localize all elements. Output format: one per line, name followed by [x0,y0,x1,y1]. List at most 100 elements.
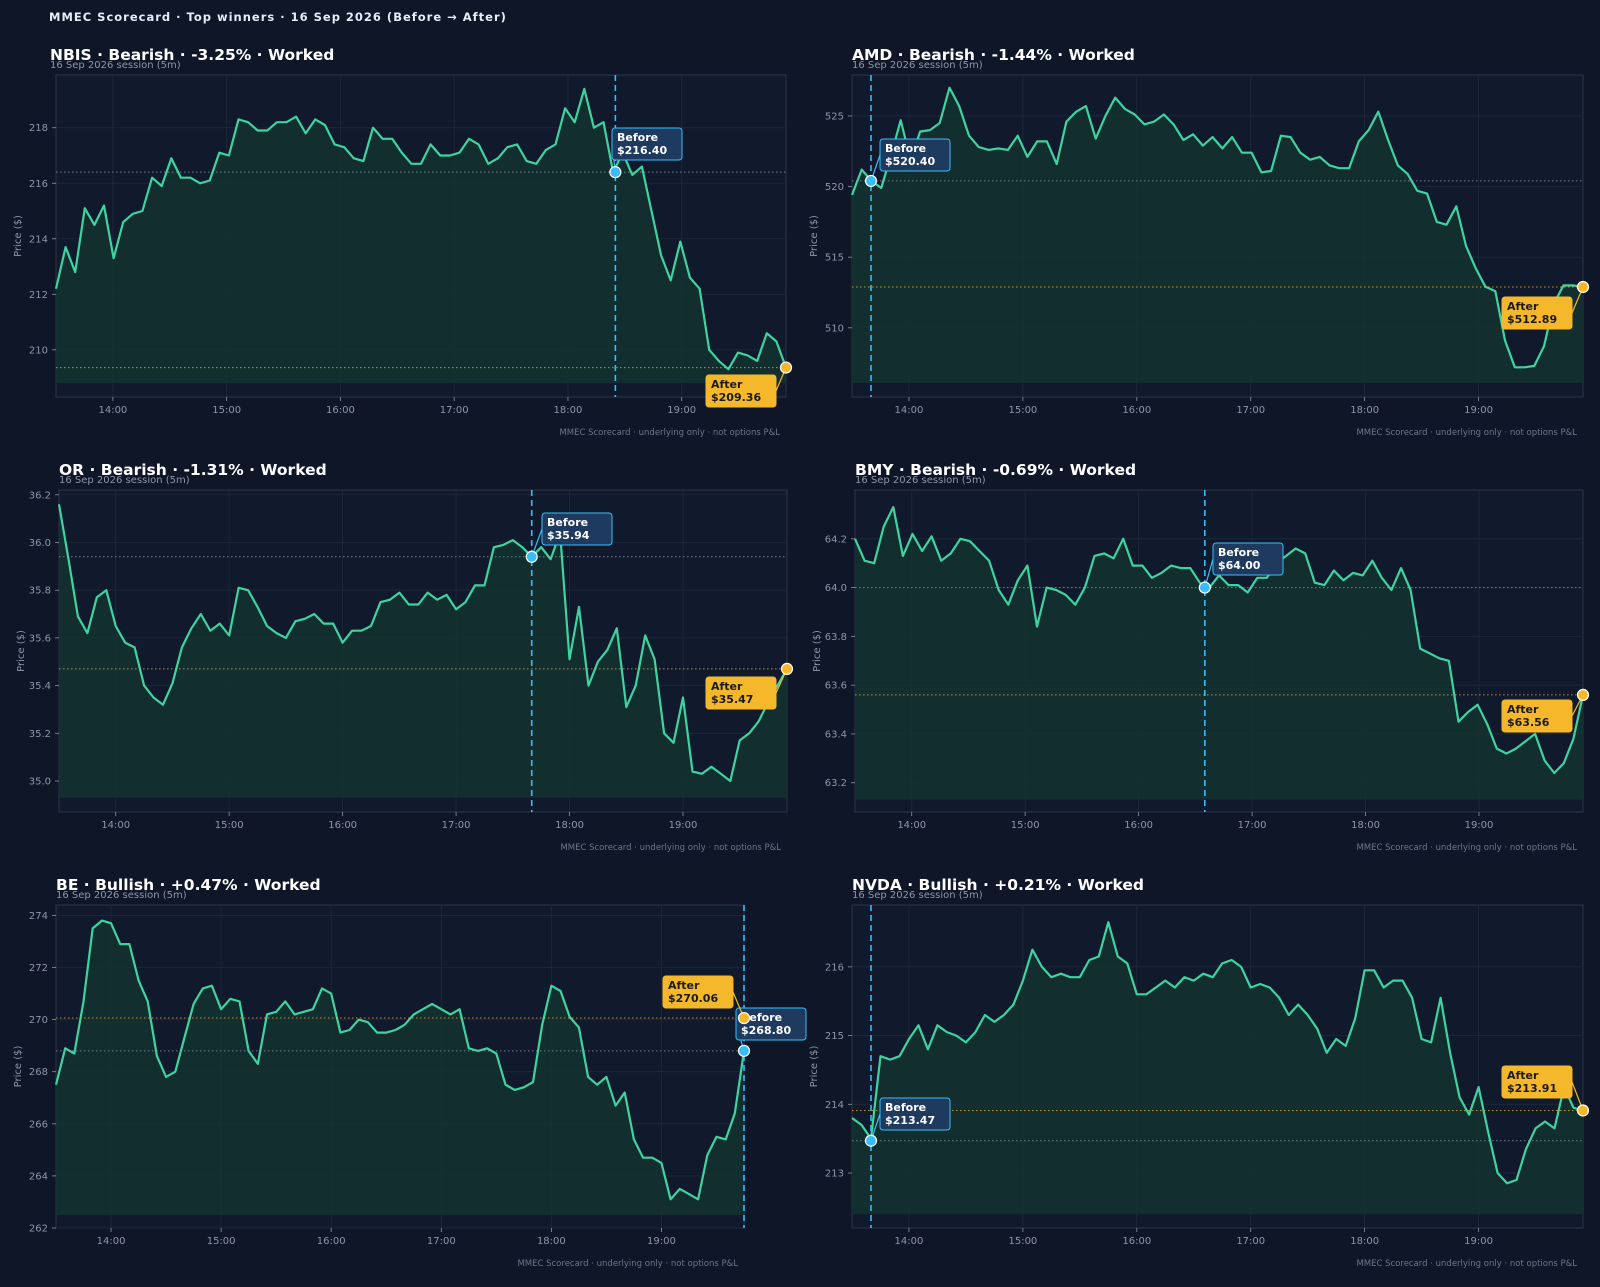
after-label-title: After [711,680,743,693]
before-annotation: Before$64.00 [1204,542,1284,588]
x-tick-label: 19:00 [1464,405,1493,416]
y-tick-label: 36.0 [29,538,51,549]
before-annotation: Before$213.47 [870,1097,951,1141]
after-label-title: After [1507,300,1539,313]
y-tick-label: 64.0 [825,583,847,594]
before-label-box [879,138,951,172]
x-tick-label: 16:00 [326,405,355,416]
price-area [59,504,787,798]
chart-footer: MMEC Scorecard · underlying only · not o… [560,843,781,853]
y-tick-label: 63.2 [825,778,847,789]
after-label-box [662,975,734,1009]
before-label-box [611,127,683,161]
price-line [850,86,1584,369]
x-tick-label: 19:00 [667,405,696,416]
x-tick-label: 14:00 [895,1236,924,1247]
before-label-value: $216.40 [617,144,667,157]
y-tick-label: 35.2 [29,729,51,740]
after-annotation: After$35.47 [705,668,788,710]
chart-subtitle: 16 Sep 2026 session (5m) [50,60,181,71]
before-label-title: Before [617,131,658,144]
after-annotation: After$270.06 [662,975,745,1019]
after-label-title: After [711,378,743,391]
x-tick-label: 18:00 [555,820,584,831]
after-marker [779,361,793,374]
price-line [57,504,788,783]
after-annotation: After$213.91 [1501,1065,1584,1111]
before-label-box [879,1097,951,1131]
before-label-box [541,512,613,546]
x-tick-label: 19:00 [1465,820,1494,831]
after-label-value: $270.06 [668,992,718,1005]
before-annotation: Before$35.94 [531,512,613,557]
x-tick-label: 14:00 [97,1236,126,1247]
after-label-box [1501,1065,1573,1099]
y-tick-label: 266 [29,1119,48,1130]
y-tick-label: 212 [29,290,48,301]
after-marker [1576,280,1590,294]
after-annotation: After$512.89 [1501,286,1584,330]
x-tick-label: 17:00 [427,1236,456,1247]
before-label-value: $64.00 [1218,559,1261,572]
y-tick-label: 210 [29,345,48,356]
before-label-title: Before [885,142,926,155]
y-tick-label: 64.2 [825,534,847,545]
x-tick-label: 17:00 [440,405,469,416]
x-tick-label: 18:00 [1351,820,1380,831]
before-marker [1198,581,1211,594]
before-label-title: Before [741,1011,782,1024]
chart-footer: MMEC Scorecard · underlying only · not o… [1356,843,1577,853]
before-label-value: $520.40 [885,155,935,168]
page-title: MMEC Scorecard · Top winners · 16 Sep 20… [49,10,507,24]
after-annotation: After$209.36 [705,367,787,408]
after-label-title: After [1507,703,1539,716]
chart-footer: MMEC Scorecard · underlying only · not o… [1356,1259,1577,1269]
price-area [855,507,1583,800]
x-tick-label: 18:00 [537,1236,566,1247]
after-label-box [705,676,777,710]
before-label-title: Before [1218,546,1259,559]
after-marker [737,1011,751,1025]
x-tick-label: 16:00 [317,1236,346,1247]
chart-title: AMD · Bearish · -1.44% · Worked [852,46,1135,64]
x-tick-label: 17:00 [1238,820,1267,831]
price-line [851,921,1584,1185]
chart-panel-be: 14:00 15:00 16:00 17:00 18:00 19:00 262 264 266 2… [13,876,807,1269]
after-marker [1576,688,1590,702]
before-marker [737,1044,751,1057]
after-label-value: $63.56 [1507,716,1550,729]
x-tick-label: 14:00 [895,405,924,416]
x-tick-label: 15:00 [1008,1236,1037,1247]
y-tick-label: 214 [825,1100,844,1111]
after-label-title: After [668,979,700,992]
after-label-value: $512.89 [1507,313,1557,326]
x-tick-label: 14:00 [897,820,926,831]
y-tick-label: 510 [825,323,844,334]
x-tick-label: 15:00 [212,405,241,416]
x-tick-label: 19:00 [669,820,698,831]
after-label-box [1501,699,1573,733]
y-tick-label: 268 [29,1067,48,1078]
y-tick-label: 216 [825,962,844,973]
x-tick-label: 17:00 [442,820,471,831]
chart-footer: MMEC Scorecard · underlying only · not o… [517,1259,738,1269]
chart-title: BMY · Bearish · -0.69% · Worked [855,461,1136,479]
chart-panel-amd: 14:00 15:00 16:00 17:00 18:00 19:00 510 515 520 5… [809,46,1590,438]
y-tick-label: 63.8 [825,632,847,643]
y-tick-label: 214 [29,234,48,245]
y-tick-label: 36.2 [29,490,51,501]
y-tick-label: 262 [29,1224,48,1235]
before-label-title: Before [547,516,588,529]
y-axis-label: Price ($) [13,215,24,257]
chart-title: OR · Bearish · -1.31% · Worked [59,461,327,479]
y-tick-label: 264 [29,1171,48,1182]
before-label-box [1212,542,1284,576]
y-tick-label: 270 [29,1015,48,1026]
before-label-value: $35.94 [547,529,590,542]
chart-footer: MMEC Scorecard · underlying only · not o… [559,428,780,438]
before-marker [609,166,622,179]
y-tick-label: 520 [825,182,844,193]
before-label-value: $268.80 [741,1024,791,1037]
after-label-box [1501,296,1573,330]
